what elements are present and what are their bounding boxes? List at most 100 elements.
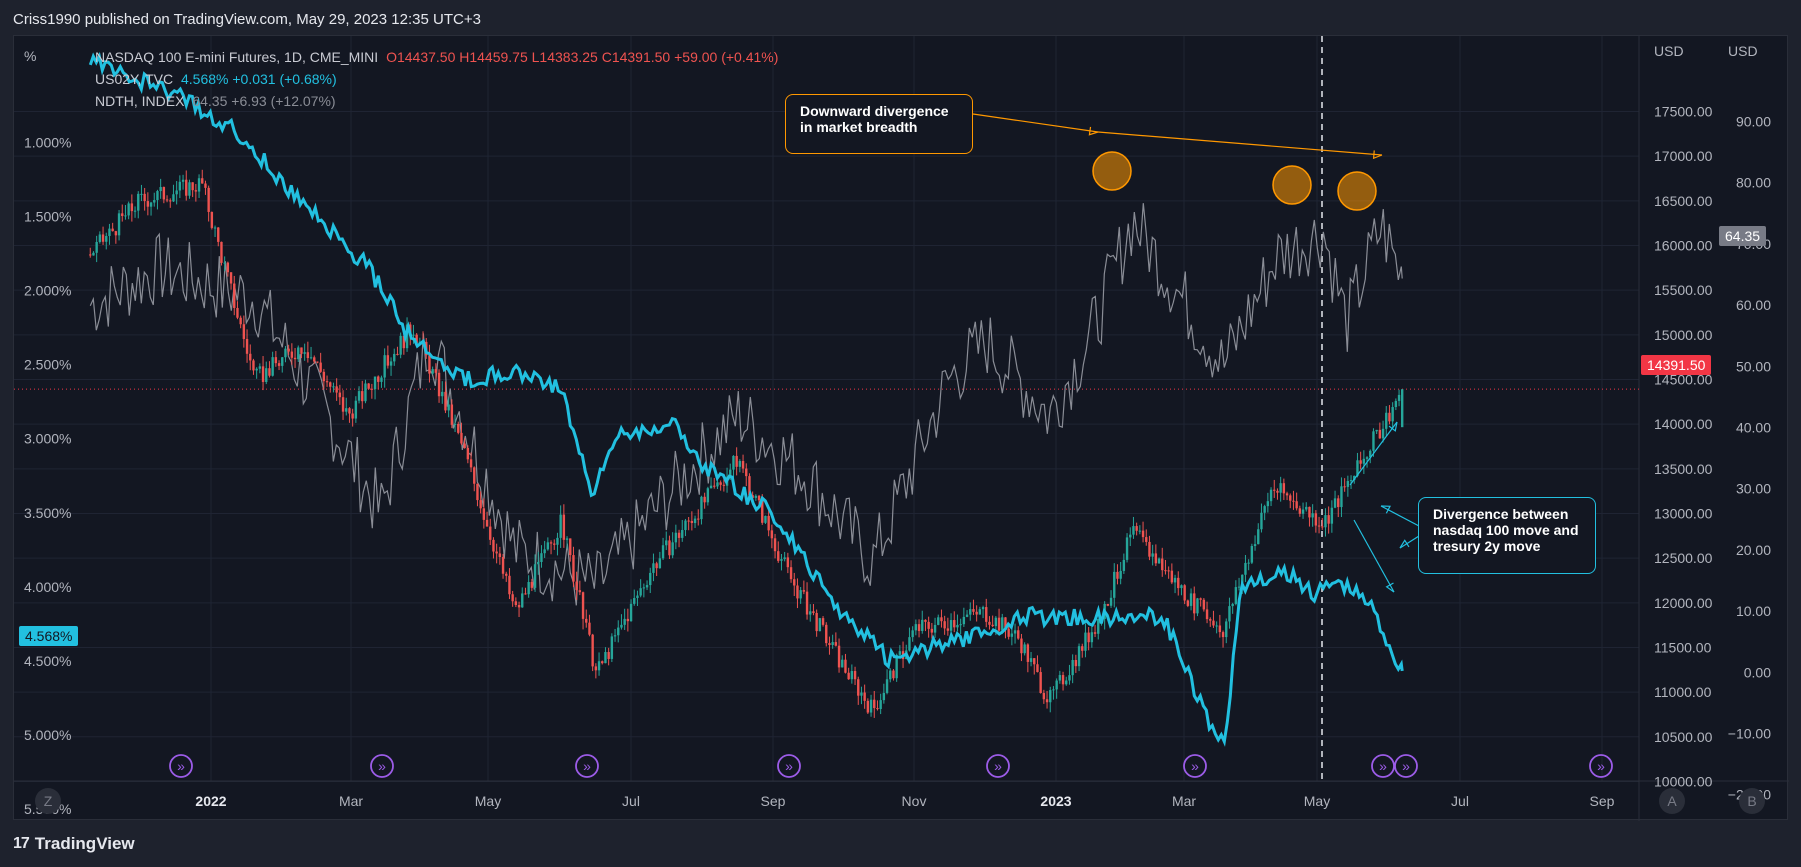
candle-body bbox=[450, 404, 454, 425]
candle-body bbox=[265, 368, 268, 382]
candle-body bbox=[495, 551, 498, 554]
yield-divergence-callout: Divergence between nasdaq 100 move and t… bbox=[1418, 497, 1596, 574]
candle-body bbox=[745, 468, 748, 477]
candle-body bbox=[713, 485, 716, 487]
candle-body bbox=[697, 518, 700, 520]
zoom-z-button[interactable]: Z bbox=[35, 788, 61, 814]
candle-body bbox=[338, 392, 342, 398]
candle-body bbox=[402, 335, 406, 349]
candle-body bbox=[949, 620, 953, 631]
event-icon bbox=[575, 754, 599, 778]
candle-body bbox=[354, 400, 358, 419]
candle-body bbox=[645, 585, 649, 588]
candle-body bbox=[252, 360, 255, 371]
candle-body bbox=[1029, 658, 1033, 662]
candle-body bbox=[629, 603, 633, 622]
candle-body bbox=[1122, 559, 1126, 571]
candle-body bbox=[972, 609, 975, 612]
candle-body bbox=[188, 182, 191, 196]
candle-body bbox=[837, 645, 841, 668]
candle-body bbox=[626, 618, 630, 622]
candle-body bbox=[197, 178, 201, 192]
candle-body bbox=[217, 227, 220, 242]
breadth-last-tag: 64.35 bbox=[1719, 226, 1767, 246]
candle-body bbox=[802, 590, 806, 592]
candle-body bbox=[767, 515, 770, 531]
candle-body bbox=[492, 539, 495, 552]
event-icon bbox=[1371, 754, 1395, 778]
candle-body bbox=[604, 652, 607, 664]
candle-body bbox=[828, 643, 831, 646]
candle-body bbox=[98, 234, 102, 242]
candle-body bbox=[489, 526, 492, 540]
candle-body bbox=[757, 495, 761, 501]
legend-row-nasdaq[interactable]: NASDAQ 100 E-mini Futures, 1D, CME_MINI … bbox=[95, 46, 778, 68]
auto-scale-b-button[interactable]: B bbox=[1739, 788, 1765, 814]
breadth-divergence-text: Downward divergence in market breadth bbox=[800, 103, 949, 135]
event-icon bbox=[986, 754, 1010, 778]
candle-body bbox=[1221, 632, 1225, 638]
candle-body bbox=[732, 455, 735, 470]
candle-body bbox=[485, 519, 489, 527]
legend-row-us02y[interactable]: US02Y, TVC 4.568% +0.031 (+0.68%) bbox=[95, 68, 778, 90]
legend-row-ndth[interactable]: NDTH, INDEX 64.35 +6.93 (+12.07%) bbox=[95, 90, 778, 112]
candle-body bbox=[553, 543, 556, 545]
candle-body bbox=[594, 666, 598, 671]
candle-body bbox=[268, 368, 271, 376]
candle-body bbox=[978, 609, 982, 615]
auto-scale-a-button[interactable]: A bbox=[1659, 788, 1685, 814]
candle-body bbox=[178, 181, 182, 191]
candle-body bbox=[1228, 606, 1231, 622]
candle-body bbox=[1212, 620, 1215, 626]
candle-body bbox=[1193, 593, 1196, 614]
time-axis-tick: Sep bbox=[1590, 793, 1615, 809]
candle-body bbox=[527, 582, 530, 595]
candle-body bbox=[482, 508, 486, 520]
candle-body bbox=[1065, 680, 1068, 685]
candle-body bbox=[428, 355, 431, 374]
candle-body bbox=[1023, 644, 1026, 654]
price-axis-tick: 12500.00 bbox=[1654, 550, 1713, 566]
chart-canvas[interactable]: % 1.000% 1.500% 2.000% 2.500% 3.000% 3.500% 4.0… bbox=[14, 36, 1789, 821]
candle-body bbox=[156, 191, 159, 201]
chart-frame[interactable]: % 1.000% 1.500% 2.000% 2.500% 3.000% 3.500% 4.0… bbox=[13, 35, 1789, 821]
footer-brand[interactable]: 17 TradingView bbox=[13, 828, 135, 860]
candle-body bbox=[1084, 632, 1087, 651]
chart-legend: NASDAQ 100 E-mini Futures, 1D, CME_MINI … bbox=[95, 46, 778, 112]
candle-body bbox=[345, 408, 348, 412]
candle-body bbox=[1295, 501, 1298, 509]
candle-body bbox=[226, 262, 230, 273]
candle-body bbox=[562, 514, 566, 540]
candle-body bbox=[818, 618, 822, 632]
candle-body bbox=[1308, 506, 1311, 518]
candle-body bbox=[357, 391, 361, 401]
candle-body bbox=[1340, 486, 1343, 508]
candle-body bbox=[761, 500, 764, 523]
candle-body bbox=[1397, 394, 1401, 401]
candle-body bbox=[933, 624, 937, 633]
yield-down-arrow bbox=[1353, 519, 1395, 593]
candle-body bbox=[847, 672, 850, 680]
yield-last-tag: 4.568% bbox=[19, 626, 79, 646]
time-axis-tick: Mar bbox=[339, 793, 363, 809]
candle-body bbox=[997, 617, 1001, 631]
candle-body bbox=[965, 614, 969, 617]
candle-body bbox=[908, 637, 911, 651]
candle-body bbox=[565, 538, 569, 540]
candle-body bbox=[1033, 658, 1036, 665]
candle-body bbox=[892, 670, 895, 679]
candle-body bbox=[351, 413, 354, 419]
candle-body bbox=[543, 549, 546, 554]
breadth-divergence-callout: Downward divergence in market breadth bbox=[785, 94, 973, 154]
candle-body bbox=[325, 381, 329, 383]
candle-body bbox=[1305, 506, 1308, 510]
candle-body bbox=[581, 592, 585, 619]
candle-body bbox=[293, 357, 297, 360]
candle-body bbox=[1020, 638, 1023, 654]
candle-body bbox=[661, 545, 665, 559]
candle-body bbox=[133, 210, 137, 212]
candle-body bbox=[860, 692, 863, 696]
left-axis-tick: 4.500% bbox=[24, 653, 71, 669]
price-axis-tick: 17000.00 bbox=[1654, 148, 1713, 164]
candle-body bbox=[962, 616, 966, 625]
